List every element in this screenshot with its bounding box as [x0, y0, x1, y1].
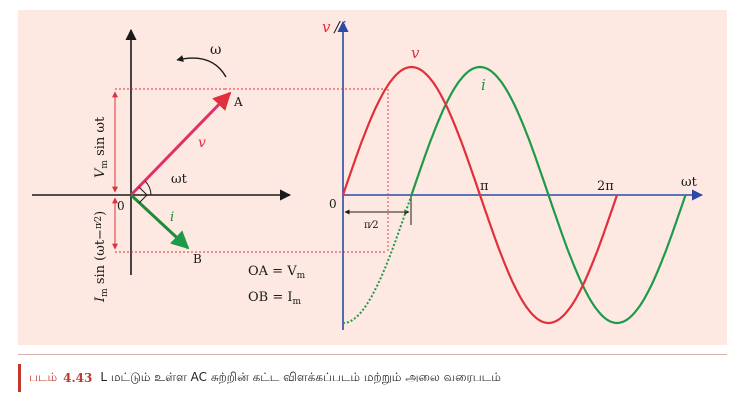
wave-x-label: ωt [681, 175, 698, 190]
phasor-v-label: v [198, 135, 206, 151]
phasor-ob [129, 193, 190, 250]
oa-equation: OA = Vm [248, 264, 306, 281]
rotation-arrow [176, 55, 227, 78]
caption-text: L மட்டும் உள்ள AC சுற்றின் கட்ட விளக்கப்… [100, 370, 501, 384]
tick-2pi-label: 2π [597, 179, 614, 194]
omega-label: ω [210, 42, 221, 58]
voltage-curve [341, 65, 619, 325]
phasor-oa [129, 91, 232, 197]
vm-sin-label: Vm sin ωt [93, 116, 110, 178]
caption-rule [18, 354, 727, 355]
ob-equation: OB = Im [248, 290, 302, 307]
curve-v-label: v [411, 44, 420, 62]
phasor-i-label: i [170, 210, 174, 225]
point-b-label: B [193, 252, 202, 266]
tick-pi-label: π [480, 179, 489, 194]
im-sin-label: Im sin (ωt−π⁄2) [93, 211, 110, 303]
caption-label: படம் [29, 370, 58, 384]
curve-i-label: i [481, 76, 486, 94]
point-a-label: A [233, 95, 243, 109]
figure-panel [18, 10, 727, 345]
phase-shift-label: π⁄2 [364, 220, 379, 231]
right-angle-mark [138, 186, 148, 204]
figure-caption: படம் 4.43 L மட்டும் உள்ள AC சுற்றின் கட்… [18, 364, 501, 392]
angle-arc [144, 180, 152, 196]
wave-origin-label: 0 [329, 197, 337, 211]
phasor-origin-label: 0 [117, 199, 125, 213]
caption-number: 4.43 [63, 371, 93, 385]
current-curve [410, 65, 687, 325]
current-dotted-curve [343, 194, 413, 324]
wave-y-label: v / i [322, 18, 347, 36]
angle-label: ωt [171, 172, 188, 187]
